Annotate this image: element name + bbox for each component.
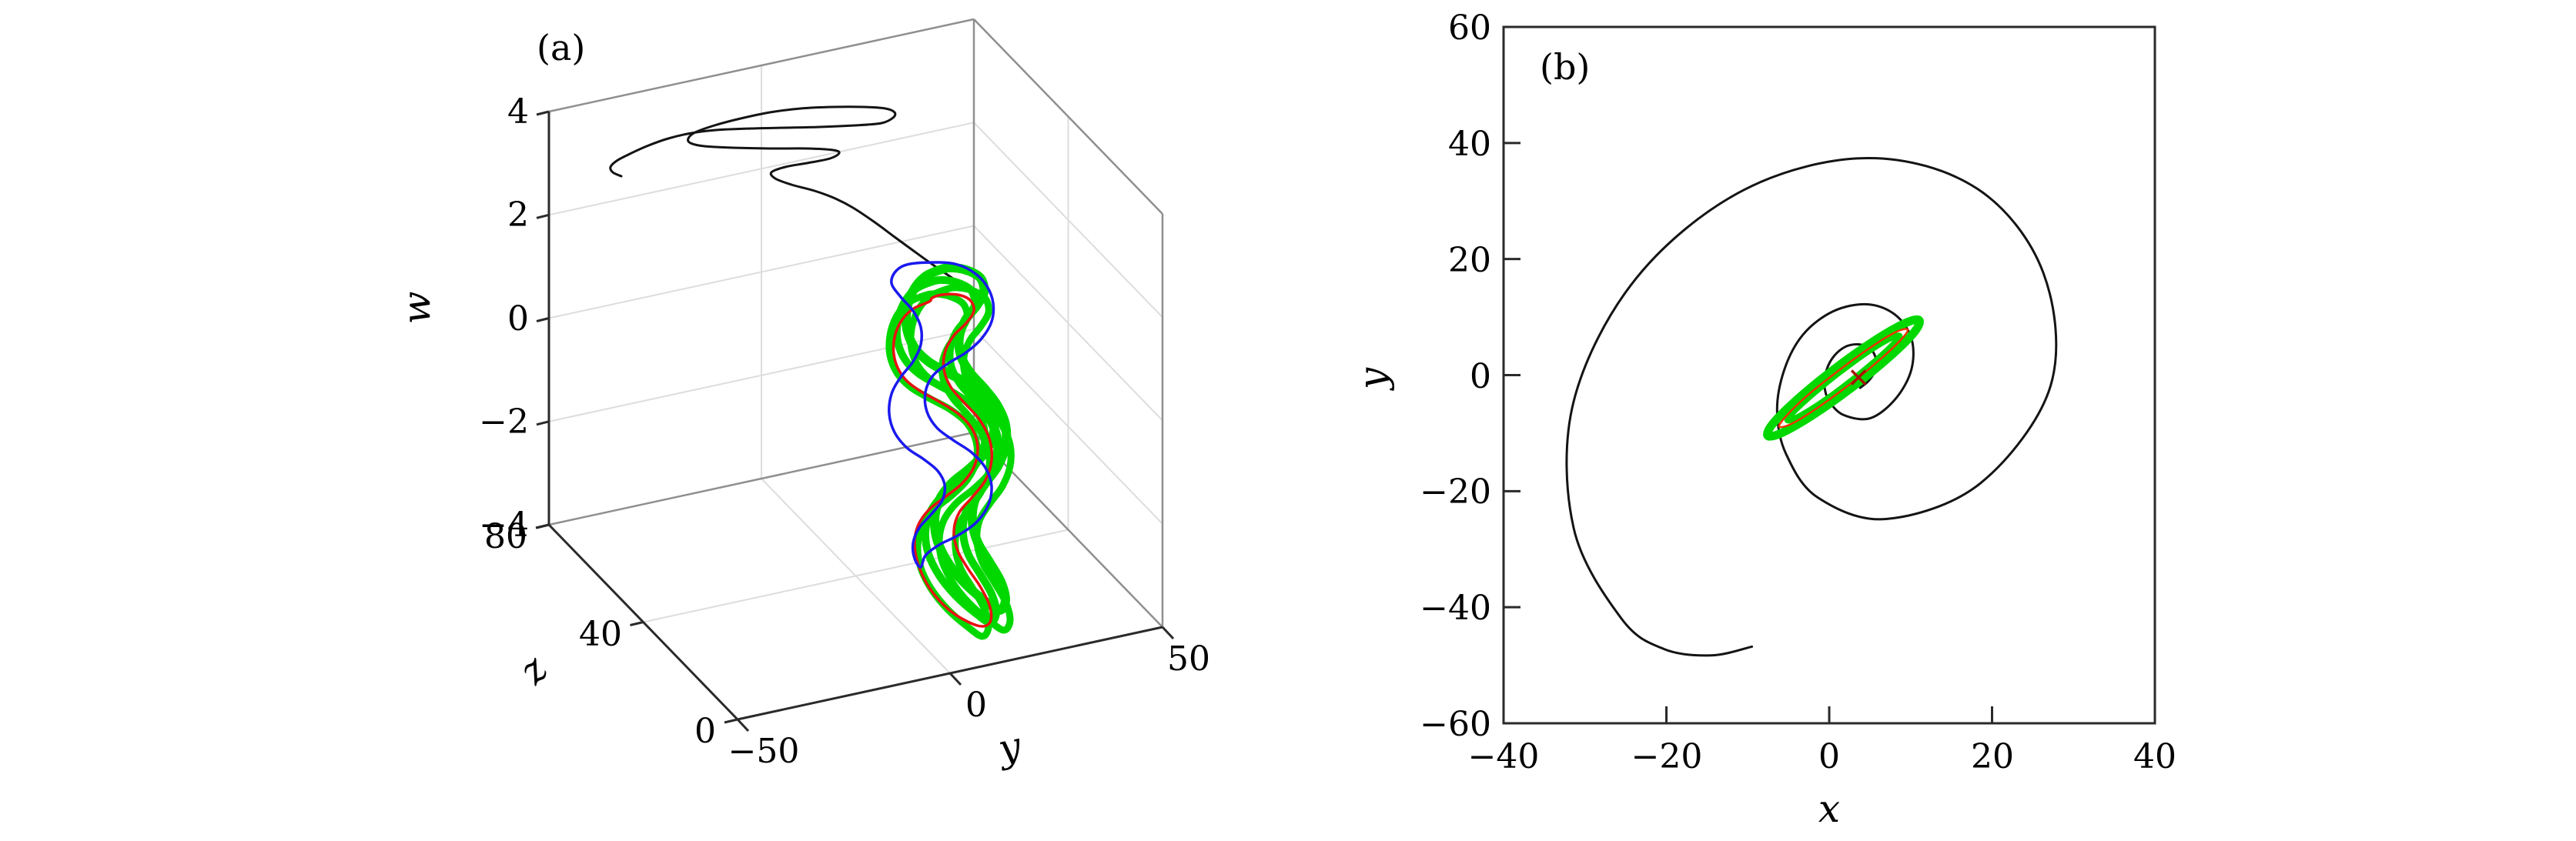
y-tick-mark — [1161, 626, 1175, 640]
panel-a-3d-plot: 4 2 0 −2 −4 0 40 80 −50 0 50 (a) w z y — [394, 18, 1210, 772]
curve-inner-cycle-red — [1778, 328, 1909, 429]
w-tick-mark — [536, 213, 550, 219]
trajectory-orbit-red — [892, 292, 993, 628]
box-edge-top-back — [548, 18, 975, 113]
panel-a-gridlines — [548, 65, 1163, 674]
panel-a-ticks: 4 2 0 −2 −4 0 40 80 −50 0 50 — [479, 92, 1210, 771]
plot-border — [1502, 25, 2156, 725]
panel-a-w-axis-label: w — [394, 292, 439, 325]
z-tick-label: 80 — [484, 517, 527, 556]
y-tick-label: 60 — [1448, 8, 1491, 48]
panel-b-y-axis-label: y — [1350, 367, 1395, 391]
x-tick-label: 0 — [1818, 737, 1840, 776]
x-tick-label: 20 — [1971, 737, 2014, 776]
w-tick-label: 4 — [507, 92, 529, 132]
grid-line-z40-floor — [643, 529, 1069, 623]
w-tick-mark — [536, 317, 550, 322]
trajectory-transient-black — [609, 105, 983, 298]
z-tick-mark — [630, 621, 644, 626]
panel-b-frame — [1502, 25, 2156, 725]
w-tick-mark — [536, 110, 550, 116]
w-tick-label: −2 — [479, 402, 529, 442]
y-tick-label: 0 — [1470, 357, 1491, 396]
w-tick-label: −4 — [479, 506, 529, 545]
z-tick-mark — [535, 523, 550, 529]
panel-a-label: (a) — [537, 27, 585, 68]
y-tick-label: 20 — [1448, 241, 1491, 280]
z-tick-label: 40 — [579, 615, 622, 654]
y-tick-label: −20 — [1420, 472, 1491, 512]
y-tick-label: 50 — [1167, 639, 1210, 679]
trajectory-orbit-blue — [888, 261, 995, 569]
trajectory-attractor-green — [901, 262, 1012, 615]
panel-b-label: (b) — [1540, 46, 1590, 88]
panel-b-x-axis-label: x — [1818, 786, 1840, 831]
y-tick-label: 0 — [965, 686, 987, 725]
box-edge-floor-right — [973, 432, 1163, 628]
w-tick-mark — [536, 420, 550, 426]
x-tick-label: −20 — [1631, 737, 1703, 776]
y-tick-label: −60 — [1420, 705, 1491, 744]
y-tick-mark — [736, 718, 750, 733]
panel-b-trajectories — [1565, 156, 2058, 657]
y-tick-label: −40 — [1420, 589, 1491, 628]
curve-limit-cycle-green-outer — [1763, 315, 1924, 441]
x-tick-label: −40 — [1468, 737, 1540, 776]
y-tick-label: −50 — [728, 732, 800, 771]
box-edge-top-right — [973, 18, 1163, 215]
x-tick-label: 40 — [2133, 737, 2176, 776]
panel-a-z-axis-label: z — [510, 647, 557, 693]
z-tick-mark — [724, 718, 738, 724]
x-marker — [1850, 369, 1867, 385]
y-tick-mark — [948, 672, 962, 686]
w-tick-label: 0 — [507, 299, 529, 339]
curve-limit-cycle-green-inner — [1784, 332, 1903, 424]
box-edge-floor-back — [548, 431, 975, 526]
w-tick-label: 2 — [507, 195, 529, 235]
panel-a-y-axis-label: y — [993, 723, 1025, 772]
y-tick-label: 40 — [1448, 125, 1491, 164]
z-tick-label: 0 — [694, 712, 716, 751]
panel-a-trajectories — [609, 105, 1015, 640]
